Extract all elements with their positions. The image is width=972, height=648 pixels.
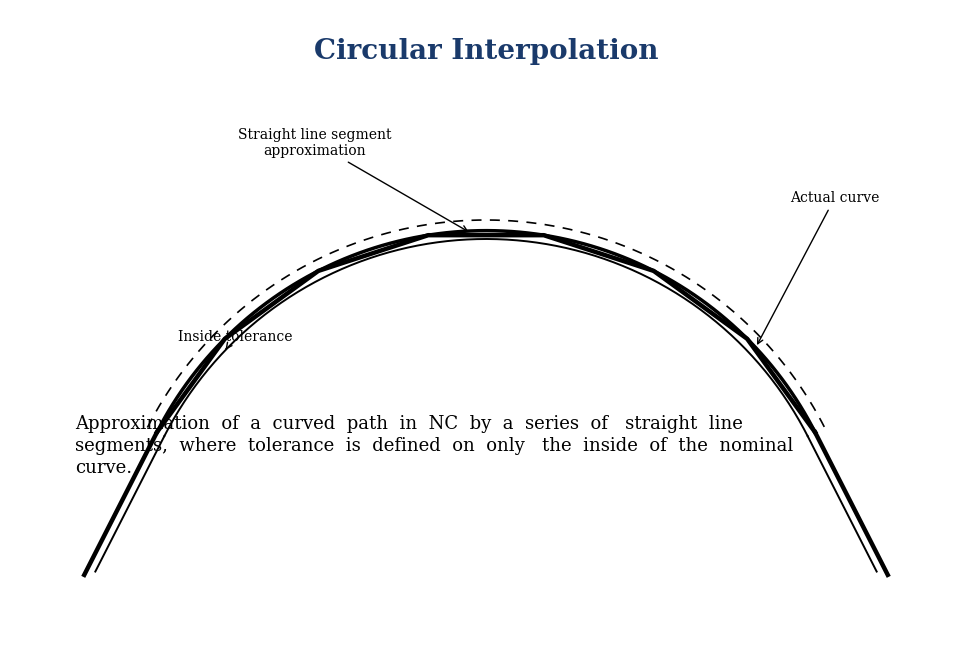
- Text: Inside tolerance: Inside tolerance: [178, 330, 293, 349]
- Text: Circular Interpolation: Circular Interpolation: [314, 38, 658, 65]
- Text: Straight line segment
approximation: Straight line segment approximation: [238, 128, 468, 231]
- Text: Actual curve: Actual curve: [758, 191, 880, 344]
- Text: curve.: curve.: [75, 459, 132, 477]
- Text: Approximation  of  a  curved  path  in  NC  by  a  series  of   straight  line: Approximation of a curved path in NC by …: [75, 415, 743, 433]
- Text: segments,  where  tolerance  is  defined  on  only   the  inside  of  the  nomin: segments, where tolerance is defined on …: [75, 437, 793, 455]
